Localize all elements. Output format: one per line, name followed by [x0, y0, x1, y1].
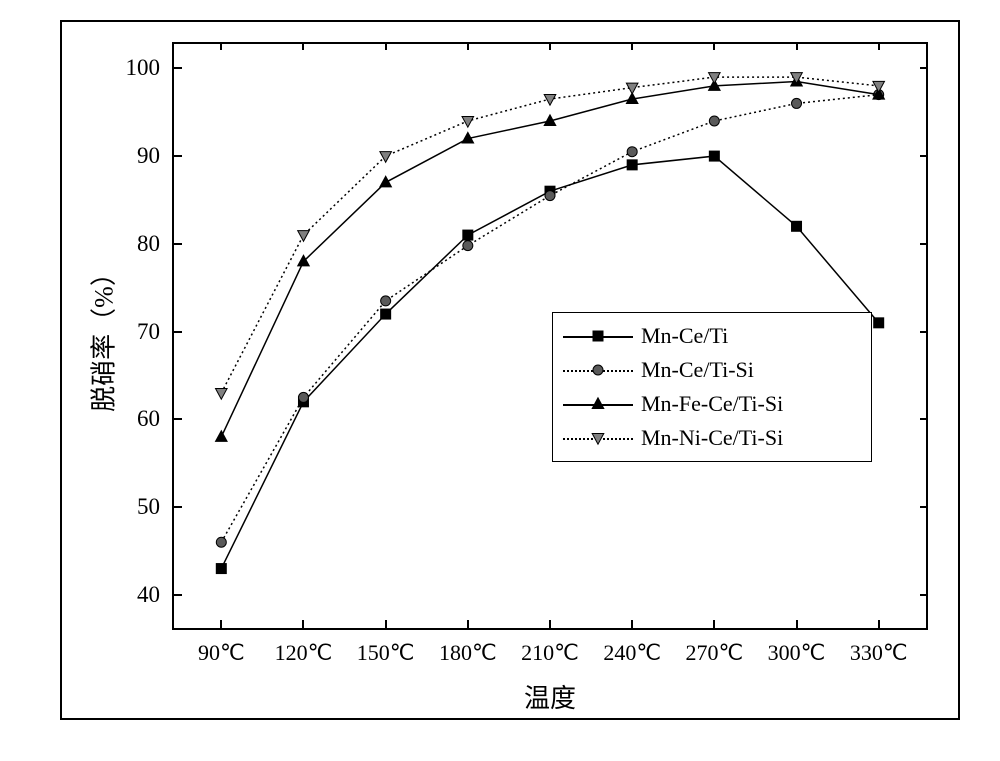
legend-label: Mn-Fe-Ce/Ti-Si: [641, 391, 783, 417]
y-tick-label: 80: [137, 231, 160, 257]
x-tick-label: 90℃: [198, 640, 245, 666]
y-tick-label: 70: [137, 319, 160, 345]
x-tick-label: 120℃: [275, 640, 333, 666]
y-axis-title: 脱硝率（%）: [84, 260, 121, 412]
legend-item: Mn-Ce/Ti-Si: [563, 355, 861, 385]
x-tick-label: 300℃: [768, 640, 826, 666]
legend: Mn-Ce/Ti Mn-Ce/Ti-Si Mn-Fe-Ce/Ti-Si Mn-Ni-C…: [552, 312, 872, 462]
legend-label: Mn-Ce/Ti-Si: [641, 357, 754, 383]
y-tick-label: 60: [137, 406, 160, 432]
y-tick-label: 40: [137, 582, 160, 608]
x-tick-label: 330℃: [850, 640, 908, 666]
legend-label: Mn-Ce/Ti: [641, 323, 728, 349]
legend-item: Mn-Fe-Ce/Ti-Si: [563, 389, 861, 419]
legend-label: Mn-Ni-Ce/Ti-Si: [641, 425, 783, 451]
x-tick-label: 270℃: [685, 640, 743, 666]
x-tick-label: 210℃: [521, 640, 579, 666]
x-tick-label: 180℃: [439, 640, 497, 666]
x-tick-label: 150℃: [357, 640, 415, 666]
x-tick-label: 240℃: [603, 640, 661, 666]
y-tick-label: 100: [126, 55, 161, 81]
x-axis-title: 温度: [524, 678, 576, 715]
y-tick-label: 50: [137, 494, 160, 520]
legend-item: Mn-Ni-Ce/Ti-Si: [563, 423, 861, 453]
legend-item: Mn-Ce/Ti: [563, 321, 861, 351]
y-tick-label: 90: [137, 143, 160, 169]
